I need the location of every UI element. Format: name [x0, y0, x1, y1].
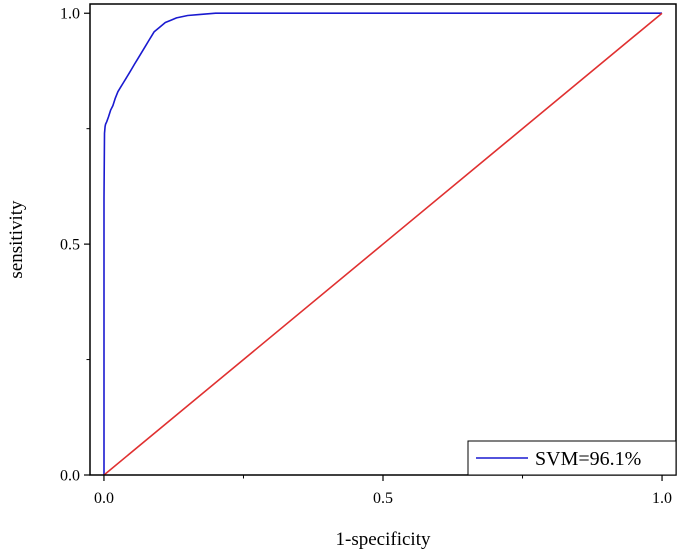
chance-diagonal-line — [103, 12, 663, 476]
svm-roc-curve — [103, 12, 662, 475]
legend-label-svm: SVM=96.1% — [535, 448, 641, 470]
x-tick-label: 0.5 — [373, 490, 393, 507]
y-tick-label: 0.5 — [60, 237, 80, 254]
x-axis-label: 1-specificity — [336, 529, 431, 550]
y-axis-label: sensitivity — [6, 200, 27, 279]
axis-ticks: 0.0 0.5 1.0 0.0 0.5 1.0 — [60, 6, 672, 507]
y-tick-label: 0.0 — [60, 468, 80, 485]
y-tick-label: 1.0 — [60, 6, 80, 23]
legend: SVM=96.1% — [467, 440, 677, 476]
x-tick-label: 0.0 — [94, 490, 114, 507]
plot-curves — [103, 12, 663, 476]
x-tick-label: 1.0 — [652, 490, 672, 507]
